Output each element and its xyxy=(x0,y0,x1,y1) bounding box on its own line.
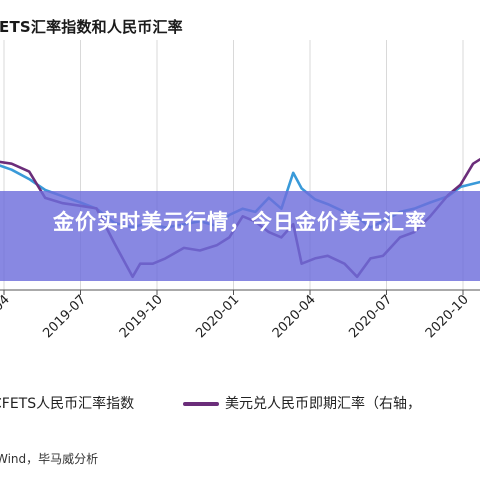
legend-label-ets: CFETS人民币汇率指数 xyxy=(0,396,135,412)
headline-banner xyxy=(0,191,480,281)
x-tick-label: 2020-07 xyxy=(346,292,395,341)
headline-text: 金价实时美元行情，今日金价美元汇率 xyxy=(53,210,427,234)
x-tick-label: 2020-01 xyxy=(193,292,242,341)
chart-title: ETS汇率指数和人民币汇率 xyxy=(0,18,183,36)
legend-label-usdcny: 美元兑人民币即期汇率（右轴， xyxy=(225,396,421,412)
source-note: Wind，毕马威分析 xyxy=(0,452,99,466)
legend-swatch-usdcny xyxy=(183,402,219,406)
x-tick-label: 2020-04 xyxy=(270,292,319,341)
x-tick-label: 2019-10 xyxy=(117,292,166,341)
x-tick-label: 2019-07 xyxy=(40,292,89,341)
x-tick-label: 2019-04 xyxy=(0,292,13,341)
x-tick-label: 2020-10 xyxy=(423,292,472,341)
chart-legend: CFETS人民币汇率指数 美元兑人民币即期汇率（右轴， xyxy=(0,392,480,416)
